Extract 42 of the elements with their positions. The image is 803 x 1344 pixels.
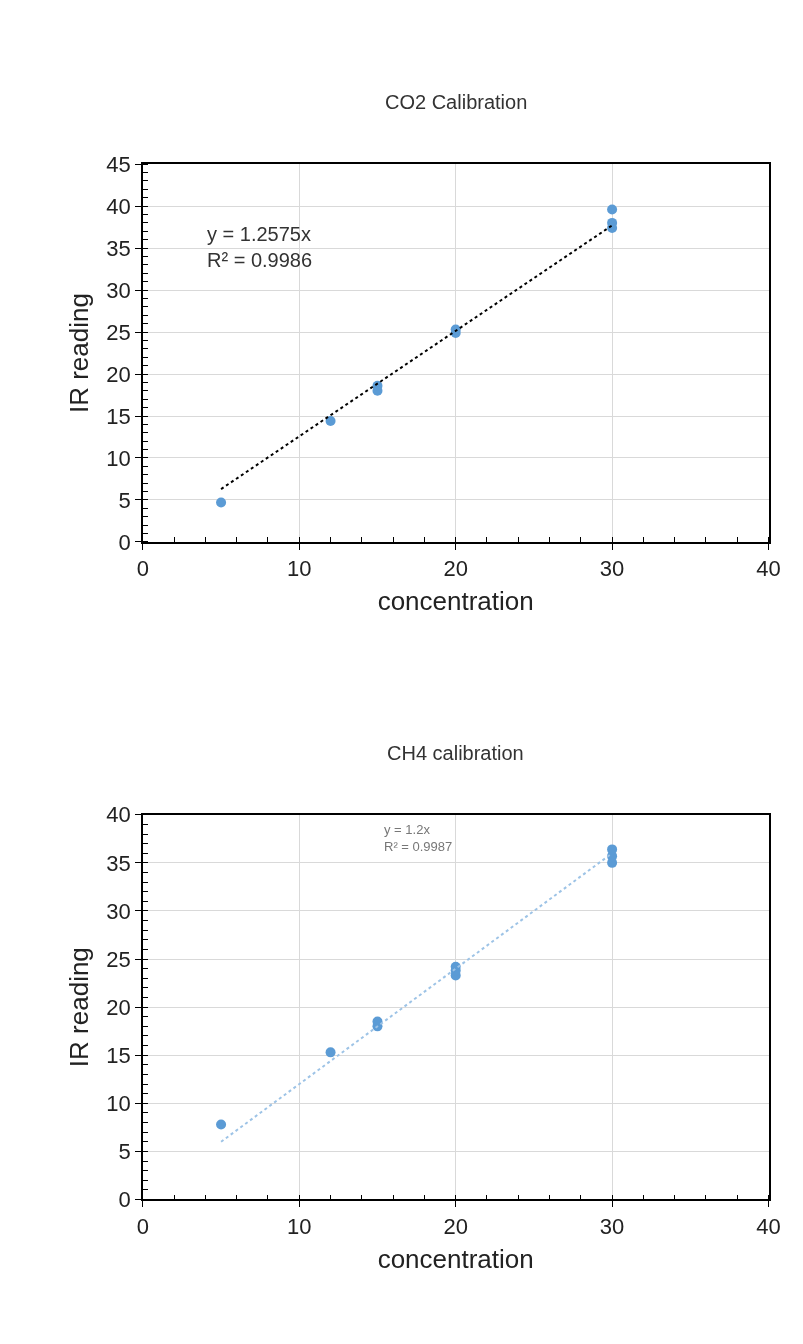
point (325, 416, 336, 427)
y-tick-label: 20 (106, 994, 131, 1020)
y-tick-label: 40 (106, 193, 131, 219)
x-tick-label: 10 (287, 556, 312, 582)
y-tick-label: 5 (118, 1139, 131, 1165)
x-axis-title: concentration (377, 586, 534, 617)
annotation: y = 1.2575x R² = 0.9986 (207, 223, 313, 271)
y-tick-label: 30 (106, 277, 131, 303)
annotation: y = 1.2x R² = 0.9987 (384, 822, 453, 854)
y-tick-label: 10 (106, 1091, 131, 1117)
point (325, 1047, 336, 1058)
chart-title: CH4 calibration (387, 742, 524, 764)
y-tick-label: 35 (106, 850, 131, 876)
point (607, 204, 618, 215)
x-tick-label: 20 (443, 1213, 468, 1239)
point (216, 497, 227, 508)
x-tick-label: 40 (756, 1213, 781, 1239)
y-tick-label: 15 (106, 1042, 131, 1068)
y-tick-label: 20 (106, 361, 131, 387)
y-tick-label: 15 (106, 403, 131, 429)
y-tick-label: 40 (106, 802, 131, 828)
y-tick-label: 35 (106, 235, 131, 261)
y-tick-label: 25 (106, 946, 131, 972)
x-tick-label: 0 (136, 1213, 149, 1239)
x-tick-label: 0 (136, 556, 149, 582)
y-tick-label: 45 (106, 151, 131, 177)
x-axis-title: concentration (377, 1243, 534, 1274)
y-tick-label: 30 (106, 898, 131, 924)
x-tick-label: 10 (287, 1213, 312, 1239)
x-tick-label: 30 (599, 1213, 625, 1239)
y-axis-title: IR reading (64, 293, 95, 414)
y-axis-title: IR reading (64, 947, 95, 1068)
y-tick-label: 25 (106, 319, 131, 345)
x-tick-label: 20 (443, 556, 468, 582)
y-tick-label: 5 (118, 487, 131, 513)
x-tick-label: 30 (599, 556, 625, 582)
x-tick-label: 40 (756, 556, 781, 582)
chart-title: CO2 Calibration (385, 91, 528, 113)
y-tick-label: 0 (118, 1187, 131, 1213)
y-tick-label: 10 (106, 445, 131, 471)
y-tick-label: 0 (118, 529, 131, 555)
point (216, 1119, 227, 1130)
